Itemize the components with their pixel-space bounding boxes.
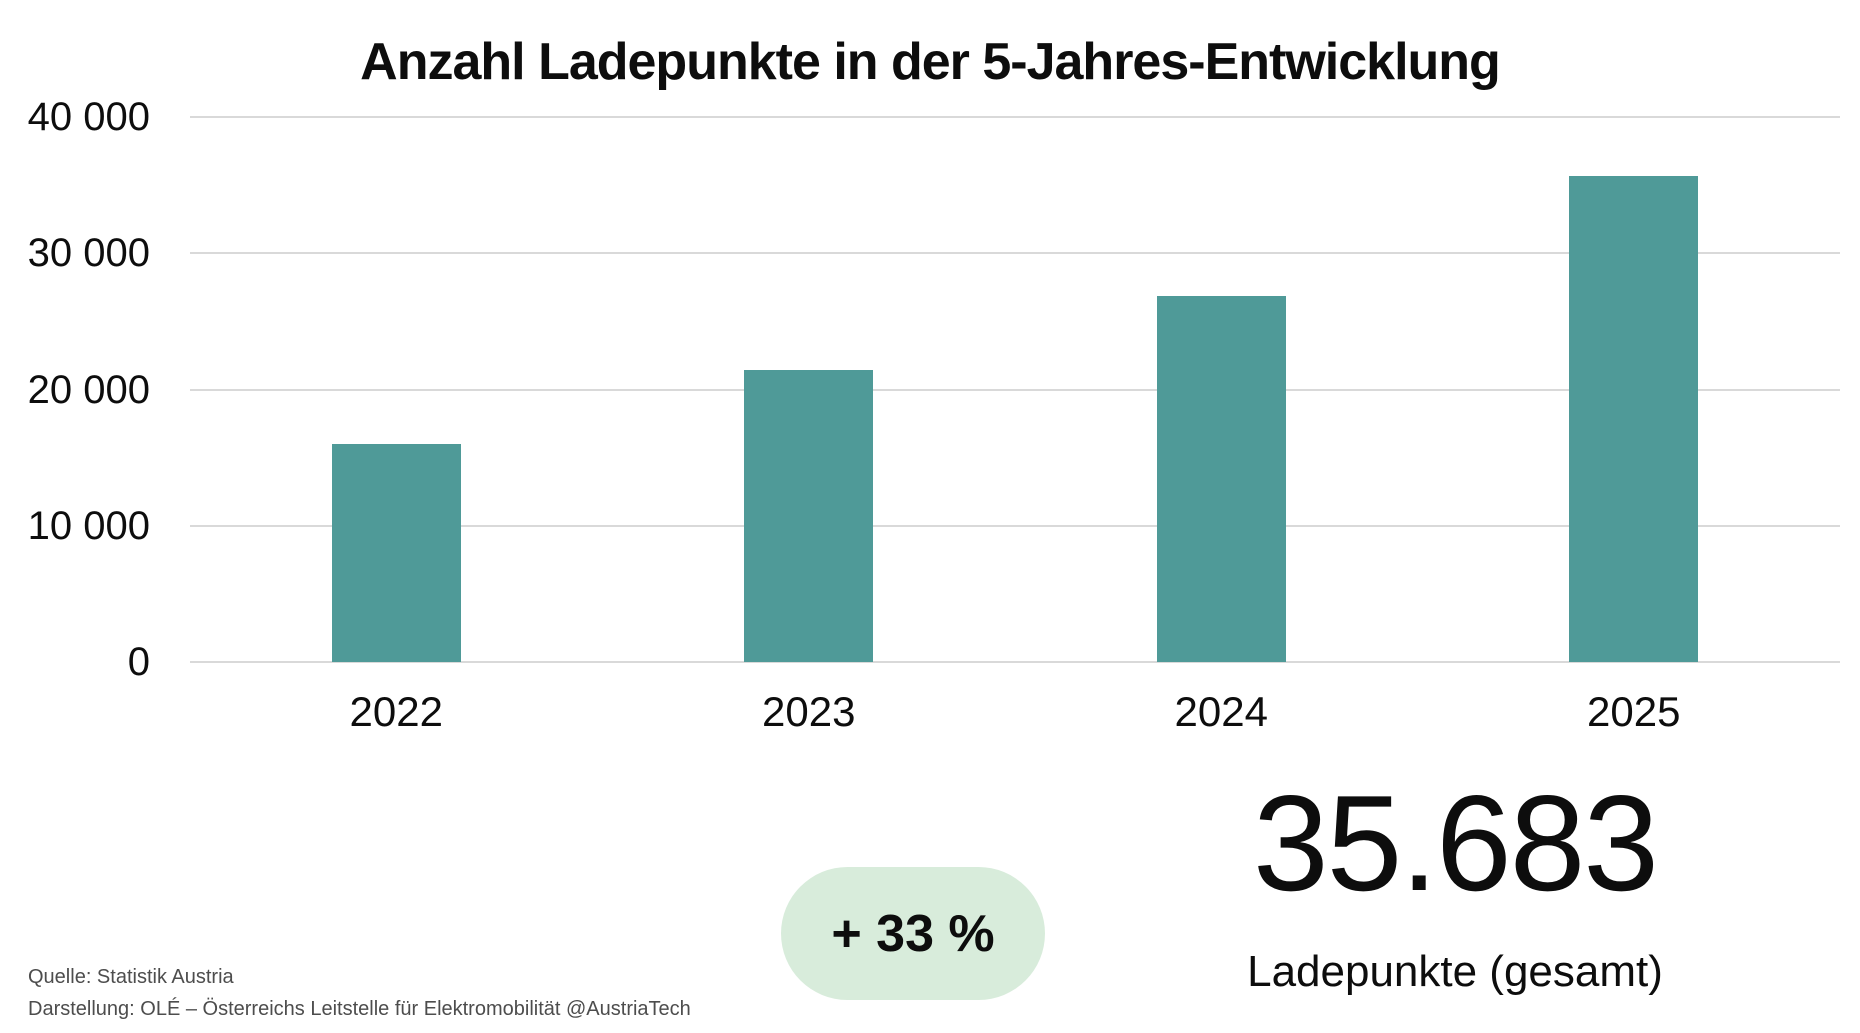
growth-badge: + 33 % [781,867,1045,1000]
bar-2022 [331,444,461,662]
y-axis-tick-label: 10 000 [27,503,150,548]
y-axis-tick-label: 0 [127,640,150,684]
x-axis-tick-label-2025: 2025 [1587,688,1681,735]
y-axis-tick-label: 40 000 [27,95,150,139]
gridline-30000 [190,252,1840,255]
growth-badge-label: + 33 % [831,904,995,963]
total-caption: Ladepunkte (gesamt) [1247,947,1663,996]
x-axis-tick-label-2024: 2024 [1174,688,1268,735]
y-axis: 40 000 30 000 20 000 10 000 0 [0,95,150,684]
gridline-0 [190,661,1840,663]
bar-2024 [1156,296,1286,662]
bar-2025 [1569,175,1699,662]
footer-credit-line: Darstellung: OLÉ – Österreichs Leitstell… [28,998,691,1020]
gridline-10000 [190,524,1840,527]
total-value: 35.683 [1253,767,1659,919]
x-axis-tick-label-2023: 2023 [762,688,856,735]
x-axis: 2022 2023 2024 2025 [190,688,1840,736]
total-block: 35.683 Ladepunkte (gesamt) [1095,775,1815,997]
y-axis-tick-label: 30 000 [27,231,150,276]
bar-slot-2022 [190,117,603,662]
bar-slot-2025 [1428,117,1841,662]
bar-2023 [744,370,874,662]
footer: Quelle: Statistik Austria Darstellung: O… [28,961,691,1025]
bar-slot-2024 [1015,117,1428,662]
y-axis-tick-label: 20 000 [27,367,150,412]
gridline-20000 [190,388,1840,391]
x-axis-tick-label-2022: 2022 [349,688,443,735]
footer-source-line: Quelle: Statistik Austria [28,966,234,988]
bars-layer [190,117,1840,662]
gridline-40000 [190,116,1840,118]
chart-title: Anzahl Ladepunkte in der 5-Jahres-Entwic… [360,33,1501,91]
plot-area [190,116,1840,663]
bar-slot-2023 [603,117,1016,662]
